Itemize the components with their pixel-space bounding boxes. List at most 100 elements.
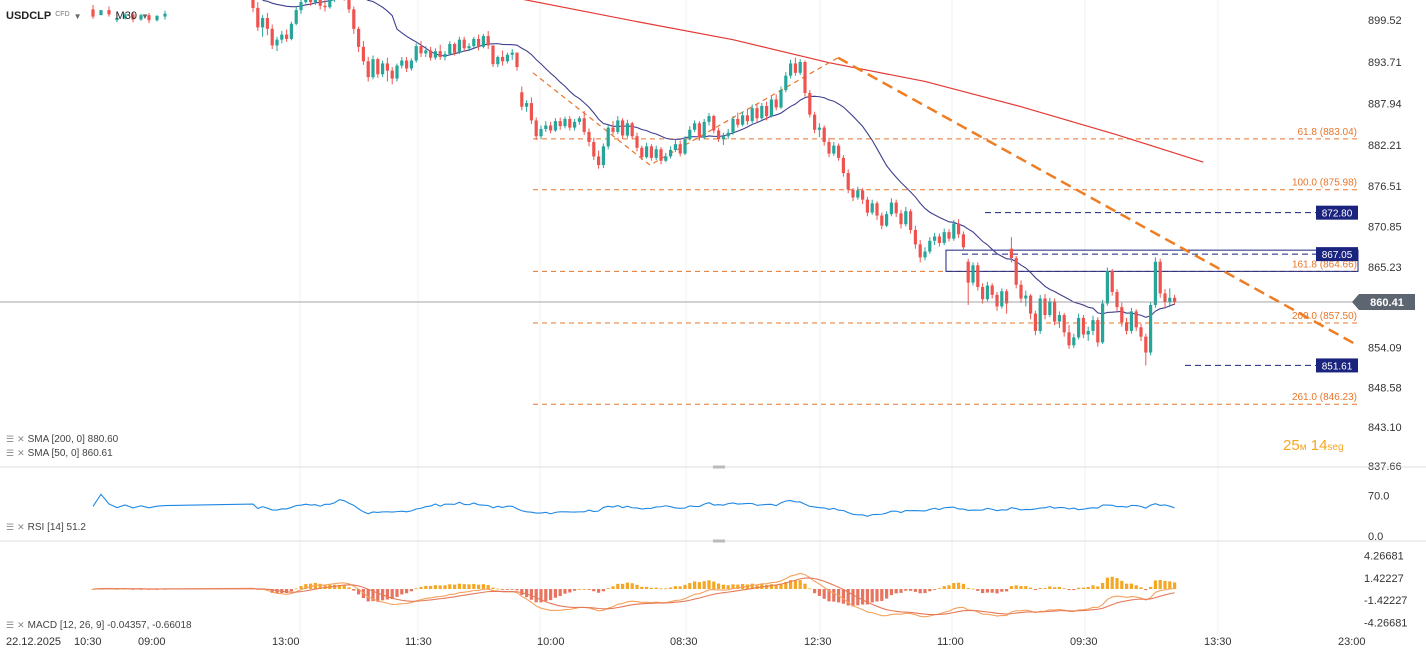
candle-body — [870, 203, 874, 213]
macd-histogram-bar — [549, 589, 553, 601]
close-icon[interactable]: ✕ — [17, 434, 25, 444]
candle-body — [1062, 315, 1066, 333]
timeframe-dropdown-icon[interactable]: ▼ — [140, 11, 149, 21]
close-icon[interactable]: ✕ — [17, 448, 25, 458]
candle-body — [750, 108, 754, 122]
candle-body — [323, 5, 327, 8]
macd-histogram-bar — [342, 585, 346, 589]
macd-histogram-bar — [352, 589, 356, 591]
rsi-pane: 70.0 0.0 — [92, 490, 1389, 543]
candle-body — [1005, 291, 1009, 304]
candle-body — [937, 236, 941, 243]
macd-histogram-bar — [635, 584, 639, 589]
macd-histogram-bar — [779, 583, 783, 589]
candle-body — [1105, 271, 1109, 304]
candle-body — [1009, 248, 1013, 259]
macd-histogram-bar — [438, 585, 442, 589]
close-icon[interactable]: ✕ — [17, 522, 25, 532]
macd-histogram-bar — [510, 589, 514, 590]
time-label: 09:00 — [138, 636, 166, 648]
sma50-legend[interactable]: ☰ ✕ SMA [50, 0] 860.61 — [6, 448, 113, 459]
macd-histogram-bar — [357, 589, 361, 595]
candle-body — [923, 251, 927, 258]
candle-body — [1120, 307, 1124, 323]
time-label: 22.12.2025 — [6, 636, 61, 648]
candle-body — [894, 202, 898, 214]
settings-icon[interactable]: ☰ — [6, 434, 15, 444]
candle-body — [678, 144, 682, 154]
candle-body — [635, 136, 639, 148]
macd-histogram-bar — [568, 589, 572, 593]
candle-body — [275, 39, 279, 46]
settings-icon[interactable]: ☰ — [6, 522, 15, 532]
macd-histogram-bar — [923, 589, 927, 594]
candle-body — [1024, 295, 1028, 299]
candle-body — [779, 90, 783, 108]
sma200-legend[interactable]: ☰ ✕ SMA [200, 0] 880.60 — [6, 434, 118, 445]
candle-body — [361, 46, 365, 62]
level-badge — [1316, 358, 1358, 373]
macd-histogram-bar — [985, 589, 989, 593]
price-axis: 899.52 893.71 887.94 882.21 876.51 870.85 865.… — [1368, 15, 1402, 473]
timeframe-selector[interactable]: M30 — [115, 10, 137, 22]
candle-body — [1091, 320, 1095, 331]
macd-histogram-bar — [376, 589, 380, 602]
macd-histogram-bar — [1153, 580, 1157, 589]
macd-histogram-bar — [289, 589, 293, 592]
candle-body — [885, 214, 889, 226]
macd-histogram-bar — [1072, 589, 1076, 591]
macd-histogram-bar — [1110, 576, 1114, 589]
candle-body — [313, 0, 317, 3]
candle-body — [745, 115, 749, 122]
macd-tick: 1.42227 — [1364, 573, 1404, 585]
symbol-name[interactable]: USDCLP — [6, 10, 52, 22]
candle-body — [409, 60, 413, 69]
macd-histogram-bar — [894, 589, 898, 594]
macd-histogram-bar — [1048, 586, 1052, 589]
candle-body — [611, 127, 615, 132]
macd-histogram-bar — [880, 589, 884, 601]
rsi-legend[interactable]: ☰ ✕ RSI [14] 51.2 — [6, 522, 86, 533]
candle-body — [1048, 301, 1052, 316]
candle-body — [673, 144, 677, 150]
level-label: 867.05 — [1322, 250, 1353, 261]
macd-legend[interactable]: ☰ ✕ MACD [12, 26, 9] -0.04357, -0.66018 — [6, 620, 192, 631]
macd-histogram-bar — [990, 589, 994, 593]
candle-body — [131, 14, 135, 20]
macd-histogram-bar — [913, 589, 917, 592]
macd-histogram-bar — [865, 589, 869, 605]
macd-histogram-bar — [981, 589, 985, 594]
fib-label: 61.8 (883.04) — [1298, 127, 1358, 138]
price-tick: 848.58 — [1368, 382, 1402, 394]
time-label: 10:30 — [74, 636, 102, 648]
settings-icon[interactable]: ☰ — [6, 620, 15, 630]
pane-separators[interactable] — [0, 465, 1426, 543]
candle-body — [697, 123, 701, 138]
macd-histogram-bar — [1053, 587, 1057, 589]
candle-body — [457, 39, 461, 53]
symbol-dropdown-icon[interactable]: ▼ — [73, 11, 82, 21]
candle-body — [683, 139, 687, 154]
candle-body — [1067, 332, 1071, 346]
trendline-line[interactable] — [837, 56, 1356, 345]
settings-icon[interactable]: ☰ — [6, 448, 15, 458]
macd-histogram-bar — [726, 585, 730, 589]
macd-histogram-bar — [933, 589, 937, 590]
candle-body — [985, 285, 989, 300]
macd-histogram-bar — [889, 589, 893, 596]
candle-body — [1110, 271, 1114, 292]
candle-body — [549, 125, 553, 131]
candle-body — [693, 123, 697, 130]
rsi-tick: 70.0 — [1368, 490, 1389, 502]
candle-body — [918, 244, 922, 258]
trendline[interactable] — [837, 56, 1356, 345]
candle-body — [1043, 298, 1047, 316]
candle-body — [390, 70, 394, 79]
candle-body — [1144, 336, 1148, 353]
candle-body — [1053, 301, 1057, 322]
close-icon[interactable]: ✕ — [17, 620, 25, 630]
candle-body — [995, 294, 999, 307]
candle-body — [256, 7, 260, 28]
macd-label: MACD [12, 26, 9] -0.04357, -0.66018 — [27, 620, 192, 631]
